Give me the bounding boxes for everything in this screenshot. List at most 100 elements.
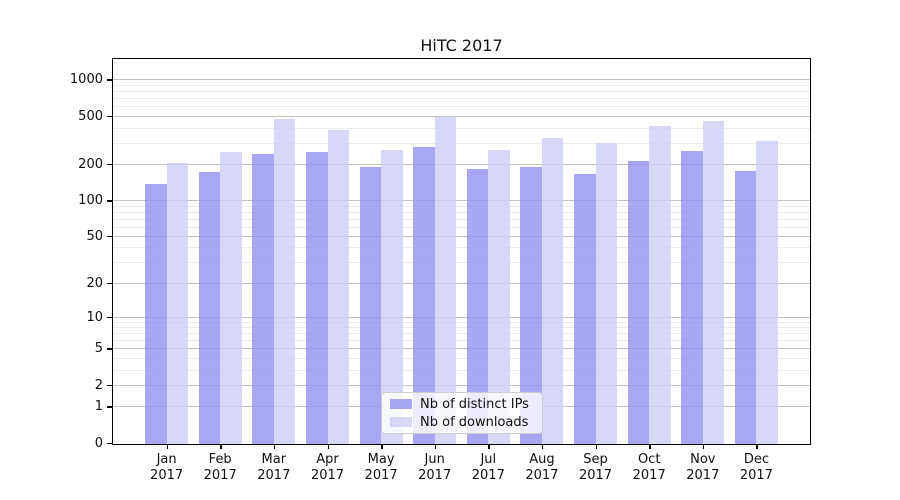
bar-mar-distinct-ips	[252, 154, 274, 444]
y-tick-mark	[107, 384, 113, 387]
x-axis-tick-label: Jun 2017	[408, 452, 462, 483]
x-tick-mark	[434, 444, 437, 449]
y-tick-mark	[107, 316, 113, 318]
y-tick-mark	[107, 348, 113, 350]
x-axis-tick-year: 2017	[739, 467, 773, 483]
y-axis-tick-label: 1000	[69, 72, 103, 88]
gridline-minor	[113, 85, 810, 86]
legend-swatch-downloads	[390, 417, 412, 427]
bar-feb-downloads	[220, 152, 242, 444]
gridline-major	[113, 235, 810, 237]
gridline-minor	[113, 226, 810, 228]
gridline-minor	[113, 262, 810, 263]
y-axis-tick-label: 5	[94, 341, 103, 357]
gridline-minor	[113, 327, 810, 328]
gridline-minor	[113, 369, 810, 371]
bar-jan-distinct-ips	[145, 184, 167, 444]
bar-oct-distinct-ips	[627, 160, 650, 444]
x-axis-tick-year: 2017	[150, 467, 184, 483]
gridline-major	[113, 316, 810, 318]
x-tick-mark	[756, 444, 758, 449]
x-axis-tick-label: Dec 2017	[729, 452, 783, 483]
x-axis-tick-label: May 2017	[354, 452, 408, 483]
x-axis-tick-year: 2017	[203, 467, 237, 483]
x-axis-tick-year: 2017	[632, 467, 666, 483]
bar-may-downloads	[381, 150, 403, 444]
gridline-minor	[113, 98, 810, 100]
legend-swatch-distinct-ips	[390, 399, 412, 409]
y-axis-tick-label: 2	[94, 377, 103, 393]
x-axis-tick-year: 2017	[310, 467, 345, 483]
x-axis-tick-label: Apr 2017	[301, 452, 355, 483]
x-tick-mark	[595, 444, 597, 449]
chart-title: HiTC 2017	[420, 36, 503, 55]
x-tick-mark	[166, 444, 169, 449]
gridline-major	[113, 384, 810, 386]
legend: Nb of distinct IPs Nb of downloads	[381, 392, 543, 434]
x-axis-tick-year: 2017	[578, 467, 613, 483]
bar-sep-downloads	[595, 143, 617, 444]
y-axis-tick-label: 50	[86, 228, 103, 244]
x-axis-tick-label: Jul 2017	[461, 452, 515, 483]
gridline-major	[113, 282, 810, 284]
x-axis-tick-year: 2017	[364, 467, 398, 483]
y-axis-tick-label: 500	[78, 108, 103, 124]
bar-aug-downloads	[541, 137, 564, 444]
bar-mar-downloads	[273, 118, 296, 444]
gridline-minor	[113, 91, 810, 93]
legend-label-distinct-ips: Nb of distinct IPs	[420, 396, 529, 412]
x-axis-tick-label: Sep 2017	[569, 452, 623, 483]
x-axis-tick-label: Mar 2017	[247, 452, 301, 483]
bar-may-distinct-ips	[359, 166, 382, 444]
x-axis-tick-label: Nov 2017	[676, 452, 730, 483]
x-axis-tick-label: Oct 2017	[622, 452, 676, 483]
gridline-minor	[113, 357, 810, 359]
bar-dec-downloads	[756, 141, 778, 444]
bar-apr-downloads	[327, 130, 349, 444]
legend-entry-distinct-ips: Nb of distinct IPs	[390, 397, 534, 412]
y-axis-tick-label: 1	[94, 399, 103, 415]
gridline-minor	[113, 247, 810, 249]
bar-oct-downloads	[649, 126, 671, 444]
gridline-major	[113, 115, 810, 117]
gridline-minor	[113, 127, 810, 129]
x-tick-mark	[488, 444, 490, 449]
x-axis-tick-label: Feb 2017	[193, 452, 247, 483]
x-axis-tick-label: Jan 2017	[140, 452, 194, 483]
x-axis-tick-year: 2017	[471, 467, 505, 483]
gridline-major	[113, 200, 810, 201]
y-axis-tick-label: 100	[78, 193, 103, 208]
bar-apr-distinct-ips	[306, 152, 328, 444]
y-tick-mark	[107, 406, 113, 408]
x-tick-mark	[649, 444, 651, 449]
gridline-major	[113, 348, 810, 350]
gridline-minor	[113, 106, 810, 108]
gridline-minor	[113, 205, 810, 207]
y-tick-mark	[107, 163, 113, 166]
y-axis-tick-label: 200	[78, 156, 103, 172]
bar-nov-distinct-ips	[681, 151, 703, 444]
y-tick-mark	[107, 79, 113, 81]
x-axis-tick-year: 2017	[418, 467, 452, 483]
x-axis-tick-year: 2017	[257, 467, 291, 483]
bar-jun-distinct-ips	[413, 147, 435, 444]
x-axis-tick-year: 2017	[686, 467, 720, 483]
bar-jan-downloads	[166, 162, 189, 444]
y-tick-mark	[107, 282, 113, 284]
y-tick-mark	[107, 115, 113, 118]
gridline-major	[113, 163, 810, 165]
gridline-major	[113, 79, 810, 81]
gridline-minor	[113, 333, 810, 335]
bar-jul-distinct-ips	[466, 169, 489, 444]
x-tick-mark	[273, 444, 276, 449]
bar-sep-distinct-ips	[574, 173, 596, 444]
x-tick-mark	[220, 444, 222, 449]
y-axis-tick-label: 10	[86, 309, 103, 325]
x-tick-mark	[327, 444, 329, 449]
x-axis-tick-label: Aug 2017	[515, 452, 569, 483]
legend-label-downloads: Nb of downloads	[420, 414, 529, 430]
gridline-minor	[113, 211, 810, 213]
bar-jul-downloads	[488, 149, 510, 444]
gridline-minor	[113, 321, 810, 323]
